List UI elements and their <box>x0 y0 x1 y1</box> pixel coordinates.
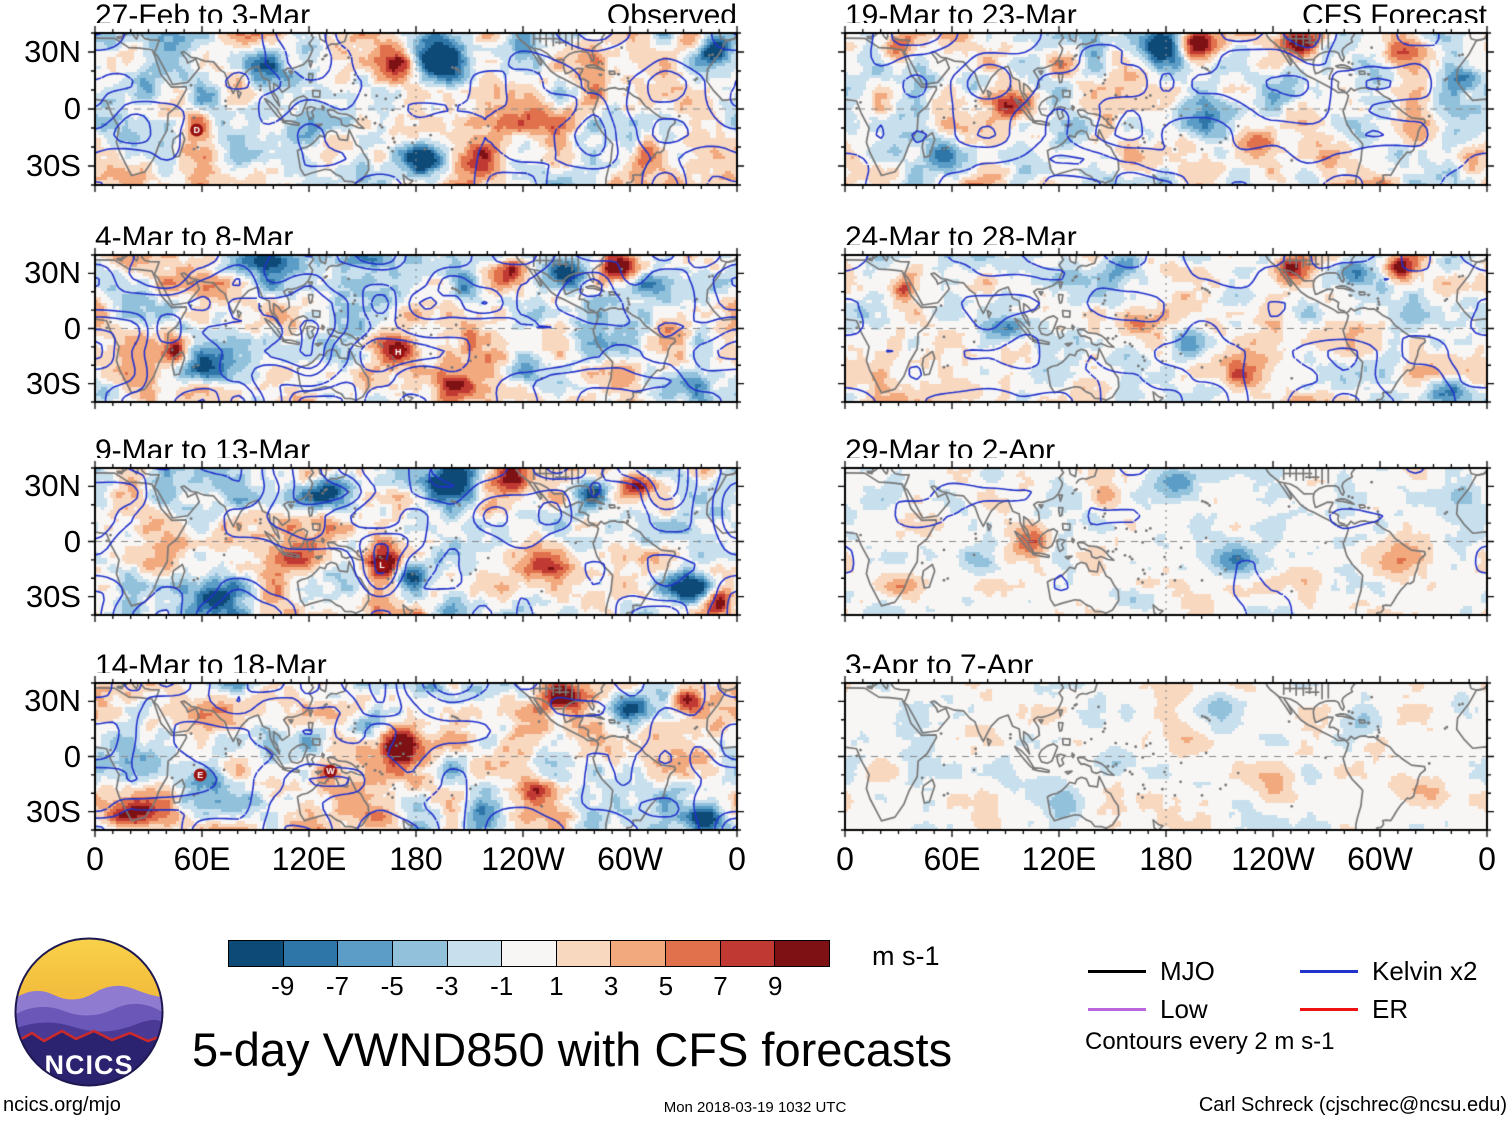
x-axis: 0 60E 120E 180 120W 60W 0 <box>836 841 1496 885</box>
x-axis-label: 180 <box>1139 841 1193 877</box>
colorbar-segment-9 <box>666 941 721 966</box>
x-axis-label: 60E <box>173 841 231 877</box>
y-axis-label: 0 <box>63 91 81 126</box>
forecast-column: 19-Mar to 23-Mar CFS Forecast 24-Mar to 28… <box>835 0 1497 900</box>
map-canvas-6 <box>835 245 1497 412</box>
map-canvas-4 <box>85 673 747 840</box>
map-canvas-7 <box>835 458 1497 625</box>
colorbar-tick-label: -7 <box>325 971 350 1001</box>
colorbar-segment-11 <box>775 941 830 966</box>
y-axis-label: 30S <box>25 148 81 183</box>
logo-base <box>15 1031 163 1086</box>
legend-label-low: Low <box>1160 994 1208 1024</box>
kelvin-line-swatch <box>1300 970 1358 973</box>
panel-6: 24-Mar to 28-Mar <box>835 221 1497 412</box>
x-axis-label: 0 <box>728 841 746 877</box>
legend-item-er: ER <box>1300 994 1408 1025</box>
colorbar-segment-10 <box>720 941 776 966</box>
x-axis-label: 60W <box>597 841 663 877</box>
y-axis-label: 30N <box>24 255 81 291</box>
colorbar-tick-label: -3 <box>435 971 459 1001</box>
map-canvas-5 <box>835 23 1497 195</box>
x-axis-label: 0 <box>836 841 854 877</box>
ncics-logo-graphic: NCICS <box>14 937 164 1087</box>
colorbar-tick-label: -9 <box>271 971 295 1001</box>
y-axis-label: 0 <box>63 523 81 559</box>
colorbar-segment-8 <box>611 941 667 966</box>
legend-label-er: ER <box>1372 994 1409 1024</box>
colorbar-tick-label: 9 <box>768 971 783 1001</box>
colorbar-segment-7 <box>556 941 612 966</box>
y-axis-label: 30N <box>24 468 81 504</box>
mjo-line-swatch <box>1088 970 1146 973</box>
colorbar-tick-label: -1 <box>490 971 514 1001</box>
legend-label-mjo: MJO <box>1160 956 1215 986</box>
x-axis-label: 0 <box>1478 841 1496 877</box>
ncics-logo: NCICS <box>14 937 164 1087</box>
logo-red-line <box>15 1029 163 1045</box>
observed-column: 27-Feb to 3-Mar Observed 30N 0 30S 4-Mar to 8… <box>24 0 747 900</box>
y-axis-label: 30S <box>25 793 81 829</box>
site-url: ncics.org/mjo <box>3 1094 121 1116</box>
y-axis-label: 30S <box>25 365 81 401</box>
legend-note: Contours every 2 m s-1 <box>1085 1028 1335 1055</box>
page-title: 5-day VWND850 with CFS forecasts <box>192 1023 953 1076</box>
colorbar-tick-label: 5 <box>658 971 674 1001</box>
y-axis-label: 0 <box>63 738 81 774</box>
colorbar-tick-label: 7 <box>713 971 728 1001</box>
legend-item-mjo: MJO <box>1088 956 1215 987</box>
x-axis-label: 60W <box>1347 841 1413 877</box>
panel-1: 27-Feb to 3-Mar Observed 30N 0 30S <box>24 0 747 195</box>
colorbar-segment-6 <box>502 941 557 966</box>
x-axis-label: 0 <box>86 841 104 877</box>
panel-7: 29-Mar to 2-Apr <box>835 434 1497 625</box>
colorbar-tick-label: 1 <box>549 971 564 1001</box>
x-axis-label: 120W <box>1231 841 1315 877</box>
colorbar-units: m s-1 <box>872 941 940 971</box>
colorbar-tick-labels: -9 -7 -5 -3 -1 1 3 5 7 9 <box>228 971 830 1001</box>
colorbar-segment-4 <box>392 941 448 966</box>
colorbar <box>228 940 830 967</box>
logo-text: NCICS <box>44 1050 133 1080</box>
panel-3: 9-Mar to 13-Mar 30N 0 30S <box>24 434 747 625</box>
low-line-swatch <box>1088 1008 1146 1011</box>
y-axis-label: 30S <box>25 578 81 614</box>
map-canvas-1 <box>85 23 747 195</box>
y-axis-label: 30N <box>24 34 81 69</box>
y-axis-label: 30N <box>24 683 81 719</box>
timestamp: Mon 2018-03-19 1032 UTC <box>663 1099 847 1116</box>
colorbar-tick-label: -5 <box>380 971 404 1001</box>
er-line-swatch <box>1300 1008 1358 1011</box>
map-canvas-8 <box>835 673 1497 840</box>
colorbar-tick-label: 3 <box>603 971 619 1001</box>
x-axis: 0 60E 120E 180 120W 60W 0 <box>86 841 746 885</box>
x-axis-label: 120W <box>481 841 565 877</box>
map-canvas-3 <box>85 458 747 625</box>
x-axis-label: 180 <box>389 841 443 877</box>
logo-ring <box>14 937 164 1087</box>
author-credit: Carl Schreck (cjschrec@ncsu.edu) <box>1198 1094 1507 1116</box>
y-axis-label: 0 <box>63 310 81 346</box>
legend-item-kelvin: Kelvin x2 <box>1300 956 1478 987</box>
x-axis-label: 120E <box>271 841 347 877</box>
panel-8: 3-Apr to 7-Apr <box>835 649 1497 840</box>
panel-2: 4-Mar to 8-Mar 30N 0 30S <box>24 221 747 412</box>
colorbar-segment-2 <box>283 941 339 966</box>
legend-item-low: Low <box>1088 994 1208 1025</box>
colorbar-segment-1 <box>229 941 284 966</box>
panel-4: 14-Mar to 18-Mar 30N 0 30S <box>24 649 747 840</box>
panel-5: 19-Mar to 23-Mar CFS Forecast <box>835 0 1497 195</box>
colorbar-segment-3 <box>338 941 393 966</box>
x-axis-label: 60E <box>923 841 981 877</box>
legend-label-kelvin: Kelvin x2 <box>1372 956 1478 986</box>
colorbar-segment-5 <box>447 941 503 966</box>
map-canvas-2 <box>85 245 747 412</box>
x-axis-label: 120E <box>1021 841 1097 877</box>
